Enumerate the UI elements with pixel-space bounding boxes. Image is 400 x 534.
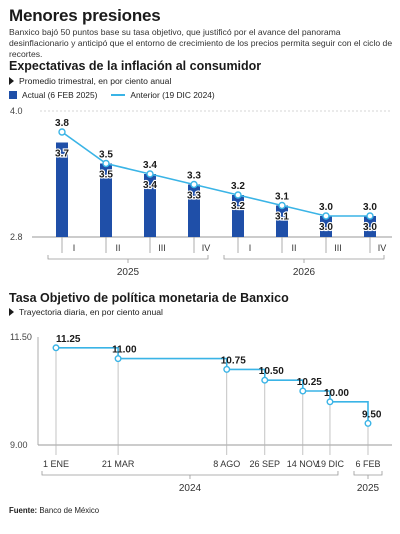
x-date-label: 14 NOV <box>287 459 319 469</box>
bar-value-label: 3.4 <box>143 180 157 191</box>
x-date-label: 6 FEB <box>355 459 380 469</box>
legend-actual-label: Actual (6 FEB 2025) <box>22 90 98 100</box>
year-label: 2025 <box>117 267 140 278</box>
source-label: Fuente: <box>9 506 38 515</box>
rate-change-point <box>326 398 334 406</box>
bar <box>320 216 332 237</box>
chart2-title: Tasa Objetivo de política monetaria de B… <box>9 291 289 305</box>
bar-value-label: 3.0 <box>363 222 377 233</box>
rate-change-point <box>299 387 307 395</box>
x-tick-label: III <box>158 243 166 253</box>
legend-anterior-label: Anterior (19 DIC 2024) <box>130 90 215 100</box>
bar-value-label: 3.5 <box>99 170 113 181</box>
chart1-subtitle-row: Promedio trimestral, en por ciento anual <box>9 76 171 86</box>
rate-change-point <box>223 365 231 373</box>
x-tick-label: III <box>334 243 342 253</box>
chart1-legend: Actual (6 FEB 2025) Anterior (19 DIC 202… <box>9 90 215 100</box>
x-tick-label: I <box>249 243 252 253</box>
triangle-marker-icon <box>9 308 14 316</box>
bar <box>188 184 200 237</box>
bar <box>232 195 244 237</box>
previous-forecast-point <box>278 201 286 210</box>
source-text: Banco de México <box>39 506 100 515</box>
previous-forecast-point <box>322 212 330 220</box>
year-bracket <box>353 471 383 476</box>
bar <box>56 142 68 237</box>
x-date-label: 21 MAR <box>102 459 135 469</box>
bar <box>364 216 376 237</box>
chart2-subtitle: Trayectoria diaria, en por ciento anual <box>19 307 163 317</box>
policy-rate-chart: 11.50 9.00 11.25 1 ENE 11.00 21 MAR 10.75 8 AGO… <box>10 332 392 494</box>
bar <box>276 205 288 237</box>
rate-change-point <box>114 355 122 363</box>
bar <box>100 163 112 237</box>
page-subtitle: Banxico bajó 50 puntos base su tasa obje… <box>9 27 393 59</box>
rate-value-label: 10.75 <box>221 355 246 366</box>
previous-value-label: 3.4 <box>143 160 157 171</box>
previous-forecast-point <box>234 191 242 199</box>
legend-line-swatch <box>111 94 126 96</box>
previous-value-label: 3.2 <box>231 181 245 192</box>
previous-forecast-line <box>61 131 370 217</box>
rate-change-point <box>364 419 372 427</box>
rate-value-label: 10.50 <box>259 366 284 377</box>
x-date-label: 26 SEP <box>250 459 281 469</box>
bar <box>144 174 156 237</box>
chart2-subtitle-row: Trayectoria diaria, en por ciento anual <box>9 307 163 317</box>
y-tick-label: 9.00 <box>10 440 28 450</box>
x-tick-label: I <box>73 243 76 253</box>
x-tick-label: IV <box>378 243 387 253</box>
page-title: Menores presiones <box>9 6 161 25</box>
source-note: Fuente: Banco de México <box>9 506 99 515</box>
previous-value-label: 3.1 <box>275 192 289 203</box>
y-tick-label: 4.0 <box>10 106 23 116</box>
x-tick-label: IV <box>202 243 211 253</box>
year-label: 2025 <box>357 483 380 494</box>
year-label: 2024 <box>179 483 202 494</box>
chart1-subtitle: Promedio trimestral, en por ciento anual <box>19 76 172 86</box>
rate-change-point <box>261 376 269 384</box>
previous-forecast-point <box>366 212 374 220</box>
year-bracket <box>223 255 385 260</box>
previous-forecast-point <box>146 170 154 178</box>
previous-value-label: 3.5 <box>99 150 113 161</box>
rate-value-label: 9.50 <box>362 409 382 420</box>
previous-value-label: 3.0 <box>363 202 377 213</box>
y-tick-label: 11.50 <box>10 332 32 342</box>
bar-value-label: 3.1 <box>275 212 289 223</box>
x-date-label: 1 ENE <box>43 459 69 469</box>
bar-value-label: 3.0 <box>319 222 333 233</box>
rate-change-point <box>52 344 60 352</box>
previous-forecast-point <box>58 128 66 136</box>
x-date-label: 8 AGO <box>213 459 240 469</box>
rate-value-label: 10.25 <box>297 377 322 388</box>
bar-value-label: 3.3 <box>187 191 201 202</box>
triangle-marker-icon <box>9 77 14 85</box>
year-label: 2026 <box>293 267 316 278</box>
previous-value-label: 3.8 <box>55 118 69 129</box>
y-tick-label: 2.8 <box>10 232 23 242</box>
rate-value-label: 11.25 <box>56 334 81 345</box>
bar-value-label: 3.7 <box>55 149 69 160</box>
x-date-label: 19 DIC <box>316 459 345 469</box>
x-tick-label: II <box>115 243 120 253</box>
chart1-title: Expectativas de la inflación al consumid… <box>9 59 262 73</box>
bar-value-label: 3.2 <box>231 201 245 212</box>
rate-value-label: 10.00 <box>324 388 349 399</box>
previous-value-label: 3.3 <box>187 171 201 182</box>
year-bracket <box>47 255 209 260</box>
legend-bar-swatch <box>9 91 17 99</box>
inflation-expectations-chart: 4.0 2.8 3.8 3.5 3.4 3.3 3.2 3.1 3.0 3.0 3.7 3.5 3.4 3… <box>10 106 392 278</box>
previous-forecast-point <box>102 159 110 168</box>
x-tick-label: II <box>291 243 296 253</box>
rate-value-label: 11.00 <box>112 345 137 356</box>
previous-forecast-point <box>190 180 198 189</box>
year-bracket <box>41 471 339 476</box>
previous-value-label: 3.0 <box>319 202 333 213</box>
